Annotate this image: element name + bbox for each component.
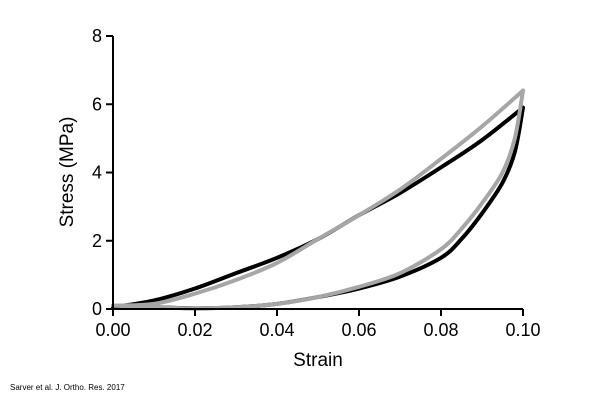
y-tick-label: 4: [92, 163, 102, 183]
x-tick-label: 0.08: [423, 320, 458, 340]
y-axis-title: Stress (MPa): [57, 117, 78, 228]
citation-text: Sarver et al. J. Ortho. Res. 2017: [10, 383, 125, 392]
x-tick-label: 0.04: [259, 320, 294, 340]
y-tick-label: 6: [92, 94, 102, 114]
y-tick-label: 8: [92, 26, 102, 46]
x-tick-label: 0.06: [341, 320, 376, 340]
x-axis-title: Strain: [293, 350, 343, 371]
x-tick-label: 0.02: [177, 320, 212, 340]
curves-group: [111, 88, 525, 311]
y-tick-label: 0: [92, 299, 102, 319]
series-2-unloading-curve: [111, 88, 525, 311]
x-tick-label: 0.10: [505, 320, 540, 340]
series-2-loading-curve: [111, 88, 525, 308]
x-tick-label: 0.00: [95, 320, 130, 340]
y-ticks-group: 0 2 4 6 8: [92, 26, 113, 319]
series-1-unloading-curve: [111, 105, 525, 311]
series-1-loading-curve: [111, 105, 525, 310]
y-tick-label: 2: [92, 231, 102, 251]
x-ticks-group: 0.00 0.02 0.04 0.06 0.08 0.10: [95, 309, 541, 340]
